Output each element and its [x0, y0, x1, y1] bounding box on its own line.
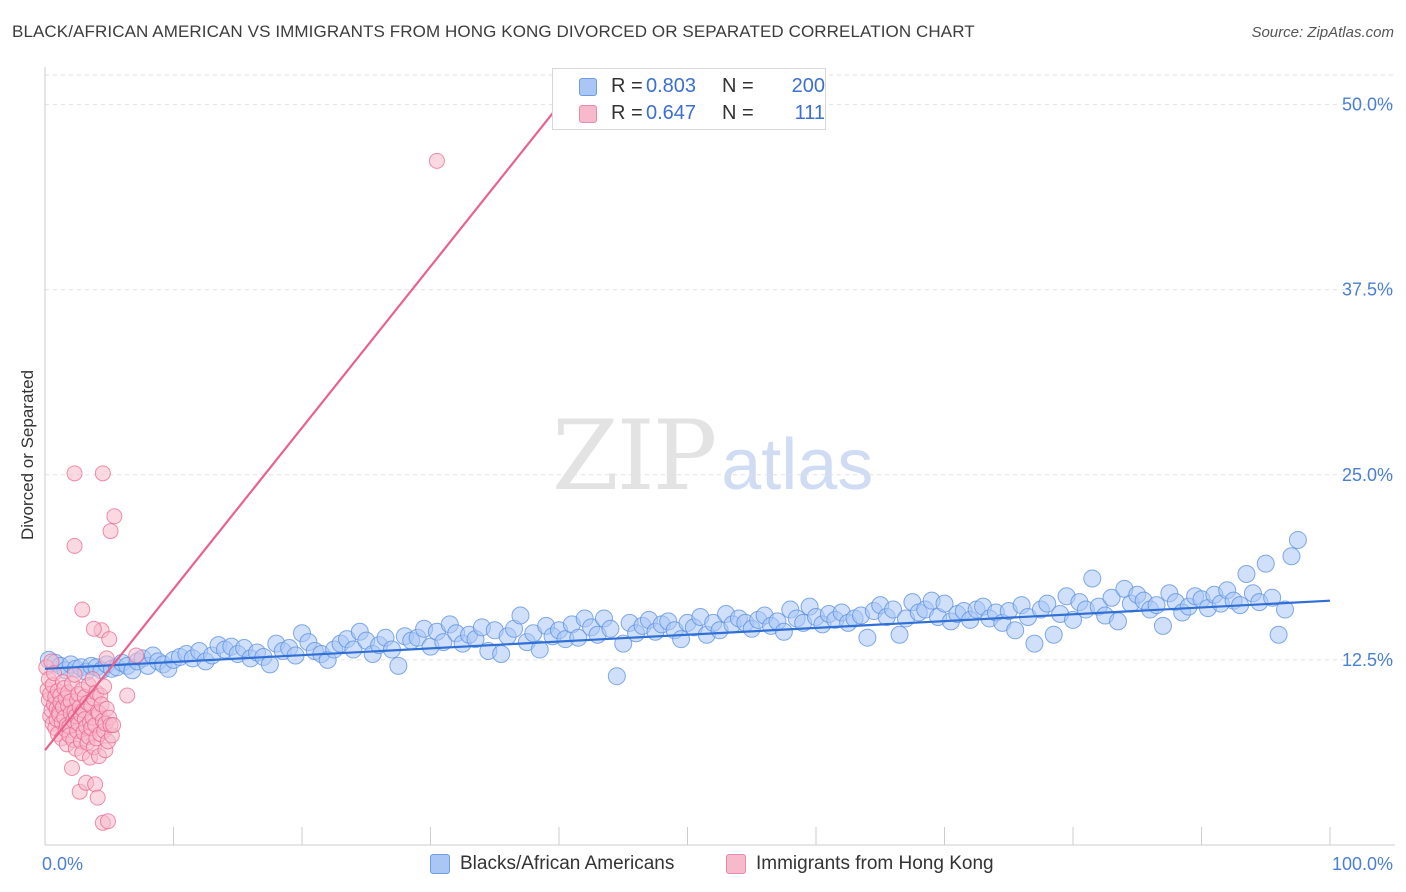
tick-labels: 12.5% 25.0% 37.5% 50.0% 0.0% 100.0%	[42, 95, 1393, 874]
data-point-hong-kong	[101, 631, 118, 648]
data-point-blacks	[530, 640, 549, 659]
data-point-blacks	[389, 656, 408, 675]
x-tick-label: 0.0%	[42, 854, 83, 874]
data-point-hong-kong	[119, 687, 136, 704]
bottom-legend-label: Blacks/African Americans	[460, 853, 675, 874]
legend-r-value: 0.803	[646, 75, 697, 97]
data-point-hong-kong	[106, 508, 123, 525]
data-point-hong-kong	[66, 537, 83, 554]
data-point-blacks	[1269, 625, 1288, 644]
data-point-hong-kong	[89, 789, 106, 806]
watermark-zip: ZIP	[552, 400, 717, 512]
legend-r-label: R =	[611, 75, 643, 97]
source-credit: Source: ZipAtlas.com	[1251, 24, 1394, 41]
data-point-hong-kong	[428, 152, 445, 169]
gridlines	[45, 74, 1395, 661]
x-tick-label: 100.0%	[1332, 854, 1393, 874]
data-point-blacks	[601, 619, 620, 638]
bottom-legend-swatch-pink	[726, 854, 746, 874]
data-point-blacks	[935, 594, 954, 613]
data-point-blacks	[492, 644, 511, 663]
data-point-hong-kong	[128, 647, 145, 664]
legend-n-label: N =	[722, 75, 754, 97]
data-point-blacks	[1108, 612, 1127, 631]
trendlines	[44, 96, 1331, 751]
data-point-blacks	[1256, 554, 1275, 573]
y-tick-label: 50.0%	[1342, 95, 1393, 115]
data-point-blacks	[1006, 621, 1025, 640]
data-point-blacks	[511, 606, 530, 625]
legend-n-value: 200	[791, 75, 825, 97]
legend-r-label: R =	[611, 102, 643, 124]
data-point-blacks	[1288, 530, 1307, 549]
correlation-legend: R = 0.803 N = 200 R = 0.647 N = 111	[552, 68, 826, 130]
data-point-blacks	[774, 622, 793, 641]
y-tick-label: 37.5%	[1342, 280, 1393, 300]
data-point-hong-kong	[66, 666, 83, 683]
data-point-hong-kong	[74, 601, 91, 618]
data-point-blacks	[890, 625, 909, 644]
data-point-blacks	[884, 600, 903, 619]
data-point-hong-kong	[87, 776, 104, 793]
data-point-hong-kong	[85, 620, 102, 637]
data-point-blacks	[344, 640, 363, 659]
series-immigrants-from-hong-kong	[38, 152, 445, 831]
bottom-legend-label: Immigrants from Hong Kong	[756, 853, 994, 874]
chart-title: BLACK/AFRICAN AMERICAN VS IMMIGRANTS FRO…	[12, 22, 975, 41]
data-point-blacks	[607, 667, 626, 686]
data-point-blacks	[1237, 565, 1256, 584]
y-tick-label: 25.0%	[1342, 465, 1393, 485]
data-point-blacks	[1282, 547, 1301, 566]
data-point-blacks	[260, 655, 279, 674]
data-point-blacks	[1102, 588, 1121, 607]
data-point-blacks	[1025, 634, 1044, 653]
trendline-blacks	[44, 599, 1331, 670]
data-point-hong-kong	[102, 523, 119, 540]
data-point-blacks	[1083, 569, 1102, 588]
bottom-legend-swatch-blue	[430, 854, 450, 874]
series-blacks-african-americans	[39, 530, 1307, 686]
data-point-hong-kong	[66, 465, 83, 482]
legend-swatch-blue	[579, 78, 597, 96]
data-point-blacks	[569, 628, 588, 647]
axes	[44, 67, 1395, 846]
legend-swatch-pink	[579, 105, 597, 123]
data-point-hong-kong	[94, 465, 111, 482]
data-point-blacks	[1276, 600, 1295, 619]
data-point-blacks	[1038, 594, 1057, 613]
data-point-blacks	[1044, 625, 1063, 644]
watermark-atlas: atlas	[721, 425, 874, 505]
data-point-hong-kong	[105, 717, 122, 734]
legend-n-value: 111	[794, 102, 825, 124]
data-point-blacks	[1153, 616, 1172, 635]
watermark: ZIPatlas	[552, 400, 873, 512]
legend-n-label: N =	[722, 102, 754, 124]
data-point-blacks	[672, 630, 691, 649]
y-tick-label: 12.5%	[1342, 650, 1393, 670]
trendline-hong-kong	[44, 96, 567, 751]
data-point-hong-kong	[63, 760, 80, 776]
data-point-blacks	[858, 628, 877, 647]
legend-r-value: 0.647	[646, 102, 697, 124]
data-point-blacks	[1064, 610, 1082, 629]
data-point-hong-kong	[99, 813, 116, 830]
data-point-hong-kong	[98, 650, 115, 667]
data-point-blacks	[1263, 588, 1282, 607]
